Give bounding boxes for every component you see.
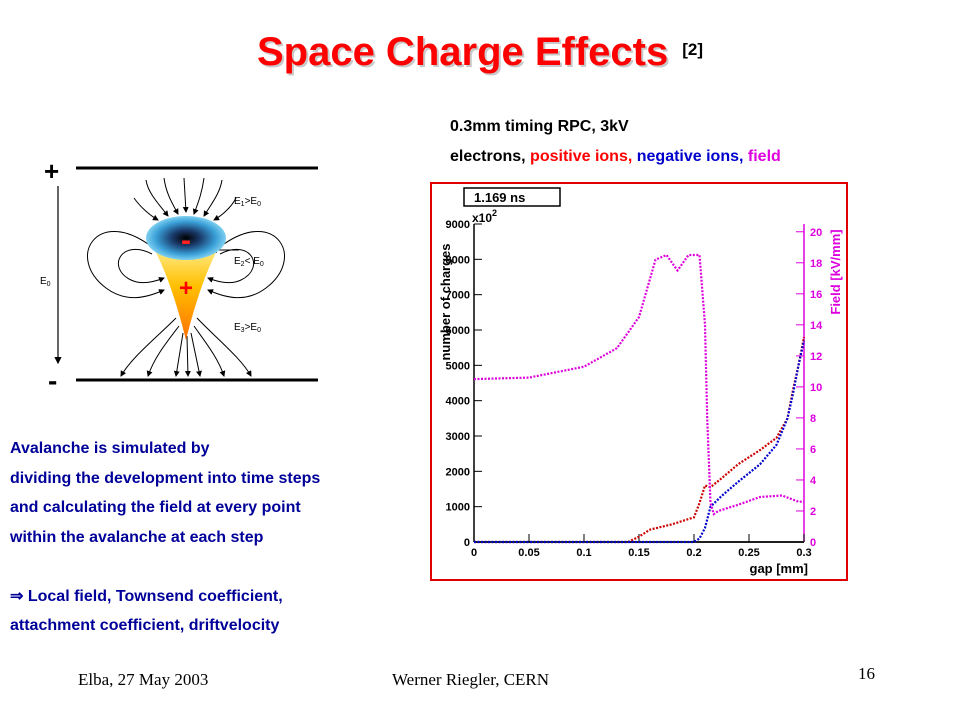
description-line: within the avalanche at each step [10, 528, 264, 546]
title-reference: [2] [682, 40, 704, 59]
y-tick-label: 2000 [446, 466, 470, 478]
conclusion-line-2: attachment coefficient, driftvelocity [10, 617, 280, 634]
field-lines-bottom [120, 317, 252, 377]
y-axis-label: number of charges [438, 243, 453, 360]
conclusion-line-1: ⇒ Local field, Townsend coefficient, [10, 582, 320, 612]
space-charge-chart: 1.169 ns x102 0 0.05 0.1 0.15 0.2 0.25 0.3 0 100… [430, 182, 848, 587]
title-text: Space Charge Effects [256, 30, 669, 74]
chart-frame [430, 182, 848, 581]
e1-label: E1>E0 [234, 196, 261, 208]
field-lines-top [133, 177, 237, 221]
y-tick-label: 8000 [446, 254, 470, 266]
chart-svg: 1.169 ns x102 0 0.05 0.1 0.15 0.2 0.25 0.30100… [430, 182, 848, 581]
y2-tick-label: 20 [810, 227, 822, 239]
y2-tick-label: 6 [810, 444, 816, 456]
y2-tick-label: 16 [810, 289, 822, 301]
x-tick-label: 0.2 [686, 547, 701, 559]
legend-negative-ions: negative ions, [636, 148, 744, 165]
y2-tick-label: 0 [810, 537, 816, 549]
x-tick-label: 0.25 [738, 547, 759, 559]
e3-label: E3>E0 [234, 322, 261, 334]
y-tick-label: 4000 [446, 396, 470, 408]
time-box [463, 187, 561, 207]
page-number: 16 [858, 664, 875, 683]
time-box-label: 1.169 ns [474, 190, 525, 205]
chart-series [473, 253, 806, 544]
legend-electrons: electrons, [450, 148, 526, 165]
y2-tick-label: 2 [810, 506, 816, 518]
y-tick-label: 7000 [446, 290, 470, 302]
y-tick-label: 9000 [446, 219, 470, 231]
y-tick-label: 3000 [446, 431, 470, 443]
y2-tick-label: 14 [810, 320, 823, 332]
e2-label: E2< E0 [234, 256, 264, 268]
legend-positive-ions: positive ions, [530, 148, 633, 165]
rpc-subtitle: 0.3mm timing RPC, 3kV [450, 118, 629, 135]
x-tick-label: 0.3 [796, 547, 811, 559]
bottom-minus-sign: - [48, 365, 57, 394]
y-tick-label: 0 [464, 537, 470, 549]
y2-axis-label: Field [kV/mm] [828, 229, 843, 314]
x-axis-label: gap [mm] [750, 561, 809, 576]
x-tick-label: 0.1 [576, 547, 591, 559]
avalanche-diagram: + - E0 [36, 156, 336, 399]
x-tick-label: 0 [471, 547, 477, 559]
avalanche-diagram-svg: + - E0 [40, 156, 318, 396]
x-tick-label: 0.05 [518, 547, 539, 559]
description-block: Avalanche is simulated by dividing the d… [10, 434, 320, 641]
x-tick-label: 0.15 [628, 547, 649, 559]
conclusion-text-1: Local field, Townsend coefficient, [27, 587, 283, 605]
legend-field: field [747, 148, 781, 165]
positive-ion-cone [150, 242, 222, 340]
y2-tick-label: 8 [810, 413, 816, 425]
series-field [473, 253, 804, 516]
description-line: dividing the development into time steps [10, 469, 321, 487]
ion-cone-sign: + [179, 275, 193, 302]
y2-tick-label: 18 [810, 258, 822, 270]
e0-label: E0 [40, 276, 51, 288]
y-tick-label: 1000 [446, 502, 470, 514]
y-multiplier: x102 [472, 208, 497, 225]
y2-tick-label: 12 [810, 351, 822, 363]
footer-author: Werner Riegler, CERN [392, 670, 550, 689]
electron-cloud-sign: - [181, 224, 191, 257]
y2-tick-label: 10 [810, 382, 822, 394]
electron-cloud [146, 216, 226, 260]
top-plus-sign: + [44, 158, 59, 186]
description-line: and calculating the field at every point [10, 499, 301, 516]
slide-title: Space Charge Effects [2] [0, 30, 960, 75]
y2-tick-label: 4 [810, 475, 817, 487]
footer-date: Elba, 27 May 2003 [78, 670, 209, 689]
implies-arrow-icon: ⇒ [10, 587, 24, 605]
description-line: Avalanche is simulated by [10, 440, 210, 457]
y-tick-label: 6000 [446, 325, 470, 337]
series-legend-text: electrons, positive ions, negative ions,… [450, 148, 781, 166]
field-lines-sides [87, 231, 285, 299]
y-tick-label: 5000 [446, 360, 470, 372]
